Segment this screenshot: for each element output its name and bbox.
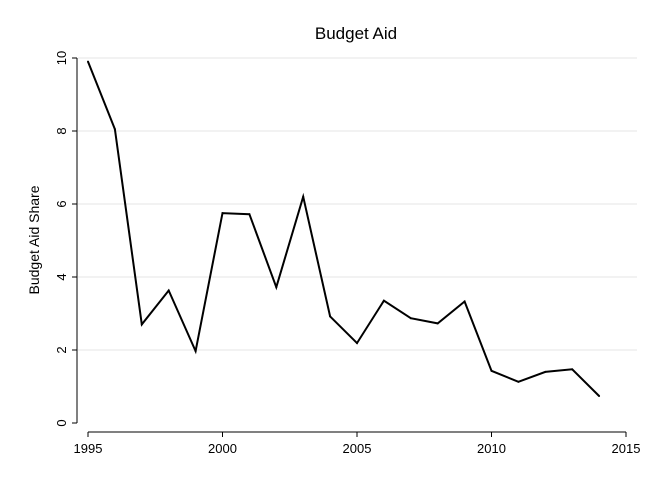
data-point	[382, 299, 385, 302]
axes: 0 2 4 6 8 10 1995 2000 2005 2010 2015	[54, 51, 640, 456]
y-axis-label: Budget Aid Share	[26, 185, 42, 294]
x-tick-label: 2015	[612, 441, 641, 456]
data-point	[113, 128, 116, 131]
data-point	[140, 323, 143, 326]
data-point	[463, 300, 466, 303]
data-point	[409, 317, 412, 320]
x-tick-label: 2000	[208, 441, 237, 456]
data-point	[356, 342, 358, 345]
y-tick-label: 0	[54, 419, 69, 426]
x-tick-label: 2010	[477, 441, 506, 456]
chart-title: Budget Aid	[315, 24, 397, 43]
y-tick-label: 2	[54, 346, 69, 353]
data-point	[517, 380, 520, 383]
data-point	[87, 60, 89, 63]
data-point	[248, 213, 251, 216]
series-line	[87, 61, 600, 397]
data-point	[167, 289, 170, 292]
y-tick-label: 6	[54, 200, 69, 207]
y-tick-label: 4	[54, 273, 69, 280]
data-point	[329, 315, 332, 318]
data-point	[436, 322, 439, 325]
data-point	[221, 212, 224, 215]
data-point	[598, 394, 601, 397]
data-point	[302, 195, 305, 198]
y-tick-label: 10	[54, 51, 69, 65]
y-tick-label: 8	[54, 127, 69, 134]
data-point	[194, 350, 197, 353]
data-point	[275, 286, 278, 289]
data-point	[544, 370, 547, 373]
x-tick-label: 1995	[74, 441, 103, 456]
grid	[78, 57, 637, 351]
series-layer	[87, 60, 601, 397]
data-point	[571, 368, 574, 371]
data-point	[490, 369, 493, 372]
x-tick-label: 2005	[343, 441, 372, 456]
